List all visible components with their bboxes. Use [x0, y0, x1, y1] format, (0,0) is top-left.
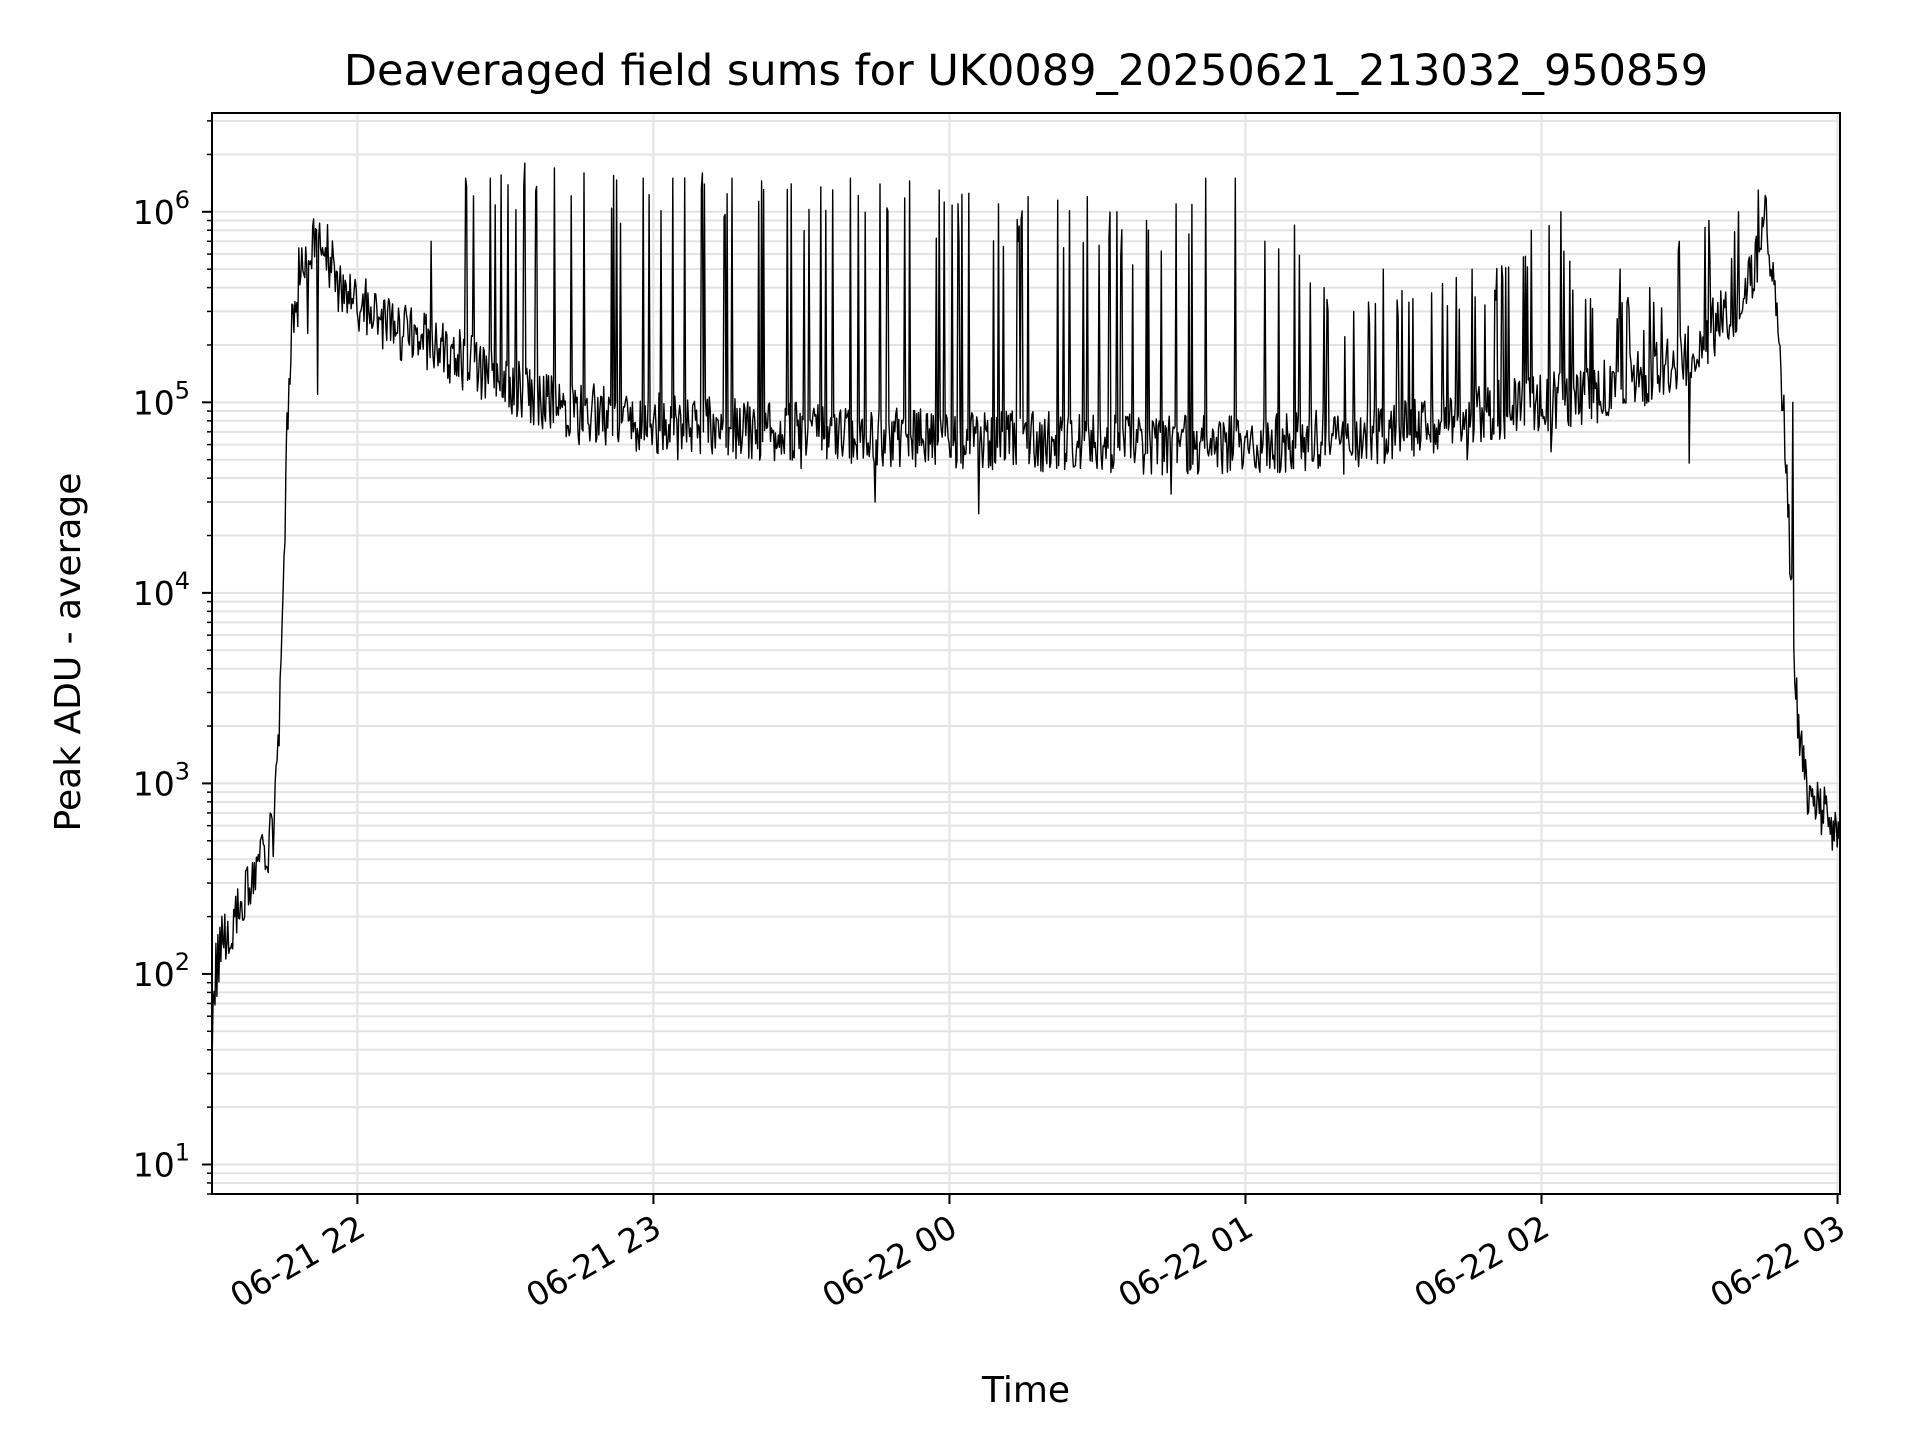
y-axis-title: Peak ADU - average: [48, 473, 89, 832]
x-axis-title: Time: [981, 1370, 1070, 1411]
plot-area-frame: [211, 112, 1841, 1195]
y-tick-base: 10: [133, 574, 175, 613]
y-tick-exponent: 6: [175, 186, 190, 214]
series-line-peak-adu: [211, 162, 1840, 1067]
y-tick-exponent: 4: [175, 567, 190, 595]
grid-major: [212, 113, 1840, 1194]
y-tick-label: 103: [133, 757, 190, 803]
y-tick-base: 10: [133, 764, 175, 803]
y-tick-label: 101: [133, 1138, 190, 1184]
y-tick-label: 102: [133, 948, 190, 994]
series-layer: [211, 162, 1840, 1067]
y-tick-exponent: 5: [175, 376, 190, 404]
y-tick-exponent: 2: [175, 948, 190, 976]
y-tick-base: 10: [133, 383, 175, 422]
grid-minor: [212, 119, 1840, 1195]
y-tick-base: 10: [133, 955, 175, 994]
y-tick-label: 106: [133, 186, 190, 232]
y-tick-base: 10: [133, 1145, 175, 1184]
y-tick-base: 10: [133, 193, 175, 232]
y-tick-exponent: 3: [175, 757, 190, 785]
y-tick-label: 105: [133, 376, 190, 422]
y-tick-label: 104: [133, 567, 190, 613]
chart-title: Deaveraged field sums for UK0089_2025062…: [344, 46, 1708, 96]
y-tick-exponent: 1: [175, 1138, 190, 1166]
